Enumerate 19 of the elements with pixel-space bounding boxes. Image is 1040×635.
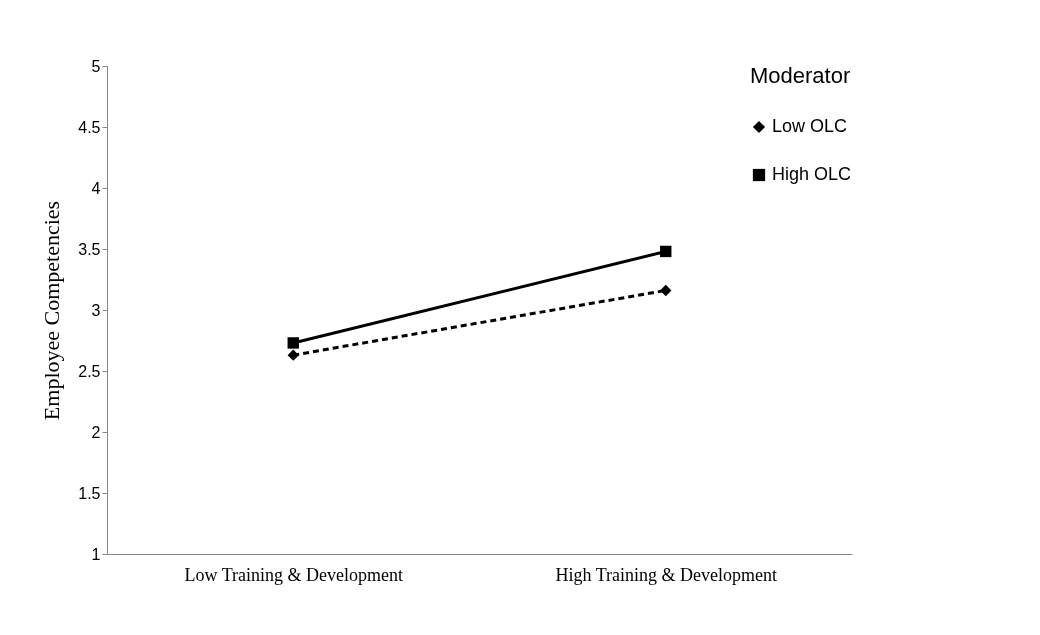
y-tick-label: 5 — [91, 57, 101, 75]
y-tick-label: 3 — [91, 301, 101, 319]
legend-label: High OLC — [772, 164, 852, 184]
x-tick-label: High Training & Development — [555, 564, 777, 585]
point — [287, 337, 299, 349]
point — [660, 245, 672, 258]
y-tick-label: 2 — [91, 423, 101, 441]
legend-title: Moderator — [750, 63, 851, 88]
legend-label: Low OLC — [772, 116, 848, 136]
point — [660, 284, 672, 297]
y-tick-label: 3.5 — [78, 240, 101, 258]
y-axis-title: Employee Competencies — [39, 200, 65, 421]
y-tick-label: 2.5 — [78, 362, 101, 380]
x-tick-label: Low Training & Development — [184, 564, 403, 585]
y-tick-label: 1 — [91, 545, 101, 563]
y-tick-label: 4 — [91, 179, 101, 197]
y-tick-label: 1.5 — [78, 484, 101, 502]
point — [287, 349, 299, 361]
y-tick-label: 4.5 — [78, 118, 101, 136]
